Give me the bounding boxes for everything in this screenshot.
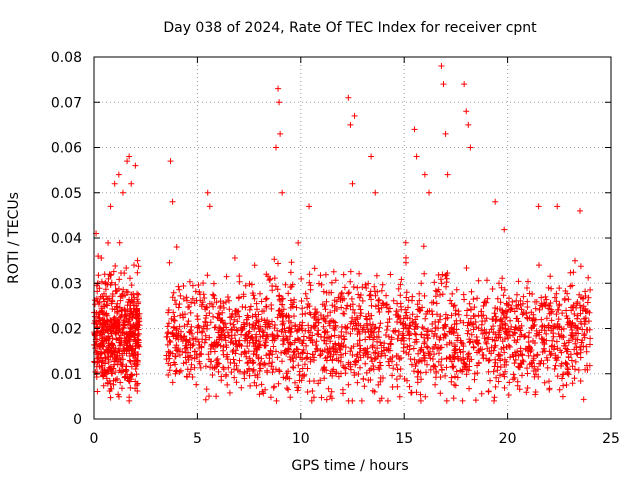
x-tick-label: 20 [499,431,517,447]
x-tick-label: 10 [292,431,310,447]
roti-point [463,108,470,115]
x-tick-label: 0 [90,431,99,447]
roti-point [126,153,133,160]
y-tick-label: 0.05 [51,186,82,202]
grid [94,57,611,419]
roti-point [345,94,352,101]
roti-point [95,253,102,260]
roti-point [461,81,468,88]
y-tick-label: 0.03 [51,276,82,292]
roti-point [134,257,141,264]
roti-point [467,144,474,151]
roti-point [426,189,433,196]
y-tick-label: 0.01 [51,367,82,383]
y-tick-label: 0.08 [51,50,82,66]
chart-title: Day 038 of 2024, Rate Of TEC Index for r… [163,20,537,36]
axis-ticks: 0 5 10 15 20 25 0 0.01 0.02 0.03 0.04 0.05 0.06 0.07 0… [51,50,620,447]
roti-point [368,153,375,160]
roti-point [440,81,447,88]
roti-point [173,244,180,251]
roti-point [351,112,358,119]
y-tick-label: 0.07 [51,95,82,111]
roti-point [492,198,499,205]
roti-point [128,180,135,187]
roti-point [465,121,472,128]
roti-point [347,121,354,128]
x-axis-label: GPS time / hours [291,458,408,474]
roti-point [124,158,131,165]
roti-point [167,158,174,165]
x-tick-label: 15 [395,431,413,447]
roti-point [272,144,279,151]
y-tick-label: 0.06 [51,141,82,157]
roti-point [169,198,176,205]
y-tick-label: 0.02 [51,322,82,338]
roti-point [275,85,282,92]
roti-point [413,153,420,160]
roti-point [132,162,139,169]
roti-point [276,99,283,106]
y-axis-label: ROTI / TECUs [6,192,22,284]
roti-point [444,171,451,178]
roti-point [279,189,286,196]
roti-point [438,63,445,70]
roti-point [411,126,418,133]
roti-point [111,180,118,187]
roti-point-cloud [91,226,594,404]
roti-point [421,171,428,178]
roti-point [576,207,583,214]
roti-point [554,203,561,210]
y-tick-label: 0.04 [51,231,82,247]
roti-point [204,189,211,196]
roti-point [306,203,313,210]
roti-point [535,203,542,210]
data-points [91,63,594,404]
roti-point [372,189,379,196]
roti-point [115,171,122,178]
roti-point [206,203,213,210]
roti-point [349,180,356,187]
y-tick-label: 0 [73,412,82,428]
roti-point [277,130,284,137]
roti-point [107,203,114,210]
roti-point [442,130,449,137]
x-tick-label: 5 [193,431,202,447]
x-tick-label: 25 [602,431,620,447]
roti-point [119,189,126,196]
